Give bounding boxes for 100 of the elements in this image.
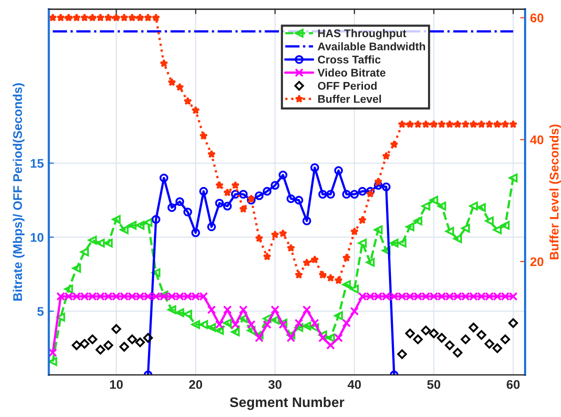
point [405, 328, 415, 338]
y-tick-label: 15 [30, 159, 44, 168]
point [136, 220, 144, 230]
point [111, 324, 122, 334]
point [96, 13, 105, 22]
point [207, 222, 216, 232]
point [230, 320, 240, 329]
point [167, 203, 176, 212]
point [390, 238, 398, 248]
point [445, 226, 454, 236]
point [310, 318, 320, 328]
point [390, 140, 398, 148]
point [374, 177, 382, 186]
point [286, 194, 296, 204]
y2-tick-label: 60 [530, 14, 544, 22]
point [485, 216, 494, 226]
legend-label: Cross Taffic [318, 55, 381, 64]
point [358, 186, 367, 196]
point [183, 208, 192, 216]
point [294, 323, 304, 332]
point [334, 333, 343, 342]
point [72, 13, 81, 22]
point [176, 82, 184, 91]
point [302, 305, 312, 314]
point [96, 238, 105, 248]
point [342, 253, 351, 262]
y-tick-label: 10 [30, 232, 44, 242]
legend-label: Video Bitrate [318, 68, 386, 77]
point [421, 202, 430, 210]
point [302, 216, 312, 226]
point [438, 120, 446, 128]
point [104, 238, 113, 248]
point [366, 186, 375, 196]
point [469, 120, 478, 128]
point [414, 216, 422, 226]
point [104, 13, 113, 22]
point [350, 284, 359, 294]
point [500, 334, 510, 344]
point [246, 320, 256, 329]
point [326, 340, 335, 350]
point [398, 120, 406, 128]
y-tick-label: 5 [37, 307, 44, 316]
point [270, 230, 280, 238]
point [270, 316, 280, 324]
point [104, 340, 114, 350]
point [294, 270, 304, 279]
x-tick-label: 10 [110, 380, 123, 389]
point [302, 258, 312, 266]
point [342, 318, 351, 328]
point [230, 190, 240, 199]
point [382, 182, 391, 192]
point [80, 248, 89, 256]
point [484, 338, 494, 349]
point [56, 312, 66, 322]
point [413, 334, 423, 344]
point [406, 222, 414, 232]
point [437, 202, 446, 210]
point [382, 246, 391, 255]
point [191, 320, 200, 329]
point [112, 215, 121, 224]
legend-label: HAS Throughput [318, 29, 406, 40]
point [460, 334, 470, 344]
point [238, 190, 248, 199]
point [238, 314, 248, 323]
point [72, 264, 81, 273]
point [286, 244, 296, 252]
point [382, 152, 390, 160]
point [508, 174, 518, 182]
point [262, 320, 272, 329]
point [453, 234, 462, 244]
point [215, 180, 224, 190]
point [318, 330, 328, 340]
point [414, 120, 422, 128]
point [215, 320, 224, 329]
point [136, 13, 144, 22]
point [429, 196, 438, 205]
point [254, 234, 264, 242]
point [422, 120, 430, 128]
point [215, 198, 224, 208]
point [223, 318, 232, 328]
point [262, 314, 272, 323]
x-tick-label: 60 [506, 380, 520, 389]
point [270, 305, 280, 314]
point [326, 274, 335, 282]
point [342, 280, 351, 289]
point [64, 284, 74, 294]
point [302, 322, 312, 330]
point [326, 333, 335, 342]
point [223, 188, 232, 196]
point [493, 120, 502, 128]
point [342, 190, 351, 199]
point [262, 252, 272, 260]
point [112, 13, 120, 22]
point [366, 189, 375, 198]
point [207, 150, 216, 158]
point [175, 197, 184, 206]
point [397, 349, 407, 359]
point [127, 334, 137, 344]
point [334, 276, 343, 284]
y2-axis-title: Buffer Level (Seconds) [549, 124, 561, 260]
